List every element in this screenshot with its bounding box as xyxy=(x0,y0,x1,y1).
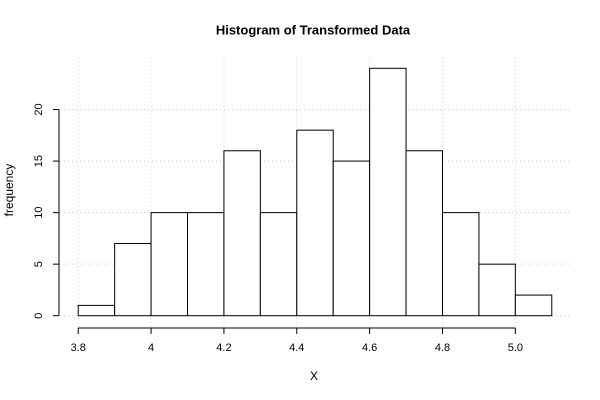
y-tick-label: 5 xyxy=(33,261,45,267)
x-tick-label: 4.6 xyxy=(362,342,377,354)
y-tick-label: 15 xyxy=(33,155,45,167)
x-tick-label: 4.4 xyxy=(289,342,304,354)
bar xyxy=(150,212,188,317)
bar xyxy=(514,294,553,317)
bar xyxy=(114,243,152,317)
bar xyxy=(369,67,407,317)
bar xyxy=(223,150,261,317)
x-axis-label: X xyxy=(310,369,318,383)
y-axis-label: frequency xyxy=(2,164,16,217)
bar xyxy=(405,150,444,317)
bar xyxy=(478,263,516,317)
bar xyxy=(442,212,480,317)
bar xyxy=(259,212,298,317)
y-tick-label: 0 xyxy=(33,313,45,319)
x-tick-label: 4.2 xyxy=(216,342,231,354)
x-tick-label: 5.0 xyxy=(508,342,523,354)
bar xyxy=(187,212,225,317)
y-tick-label: 20 xyxy=(33,103,45,115)
x-tick-label: 3.8 xyxy=(71,342,86,354)
x-tick-label: 4.8 xyxy=(435,342,450,354)
bar xyxy=(332,160,371,317)
bar xyxy=(77,304,116,317)
y-tick-label: 10 xyxy=(33,206,45,218)
chart-title: Histogram of Transformed Data xyxy=(216,22,411,37)
bar xyxy=(296,129,334,317)
x-tick-label: 4 xyxy=(148,342,154,354)
